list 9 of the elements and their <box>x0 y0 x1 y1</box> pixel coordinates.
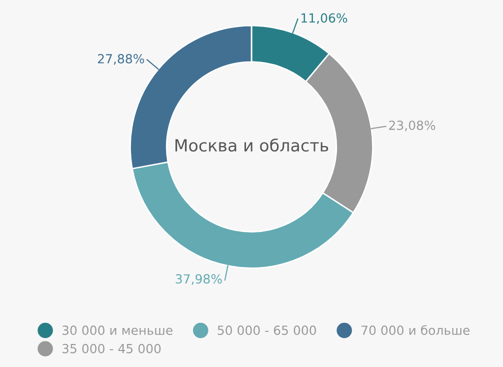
data-label: 11,06% <box>302 13 348 24</box>
text: Москва и область <box>175 138 328 152</box>
legend-label: 70 000 и больше <box>362 325 470 335</box>
legend-label: 35 000 - 45 000 <box>62 344 161 354</box>
data-label: 23,08% <box>389 120 436 132</box>
legend-label: 30 000 и меньше <box>62 326 172 335</box>
data-label: 27,88% <box>98 54 144 65</box>
legend-label: 50 000 - 65 000 <box>218 326 316 335</box>
data-label: 37,98% <box>176 274 222 285</box>
